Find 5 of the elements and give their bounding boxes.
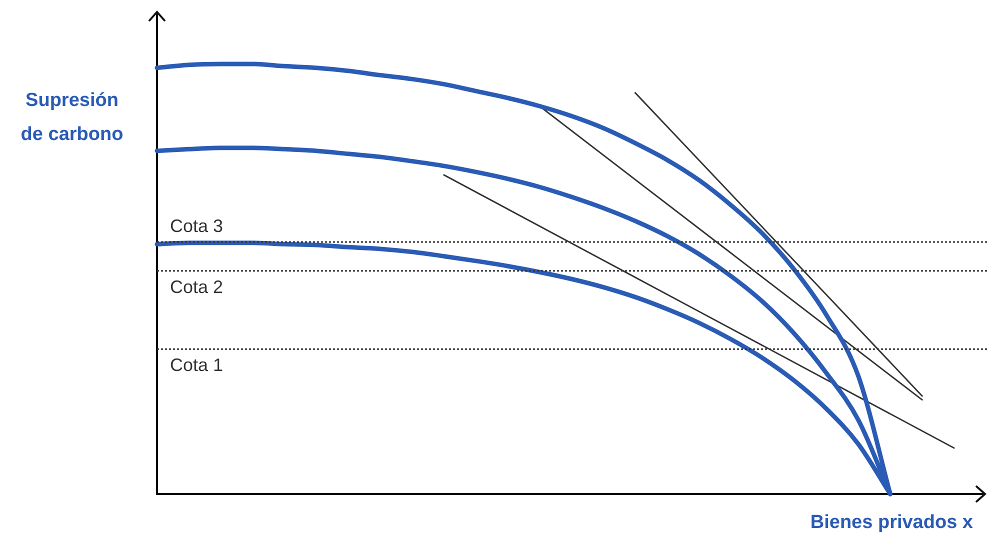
ref-line-label: Cota 3 — [170, 216, 224, 236]
ref-line-label: Cota 1 — [170, 355, 224, 376]
x-axis-title: Bienes privados x — [810, 512, 973, 534]
y-axis-title: Supresión de carbono — [20, 89, 124, 147]
ref-line-label: Cota 2 — [170, 276, 224, 297]
